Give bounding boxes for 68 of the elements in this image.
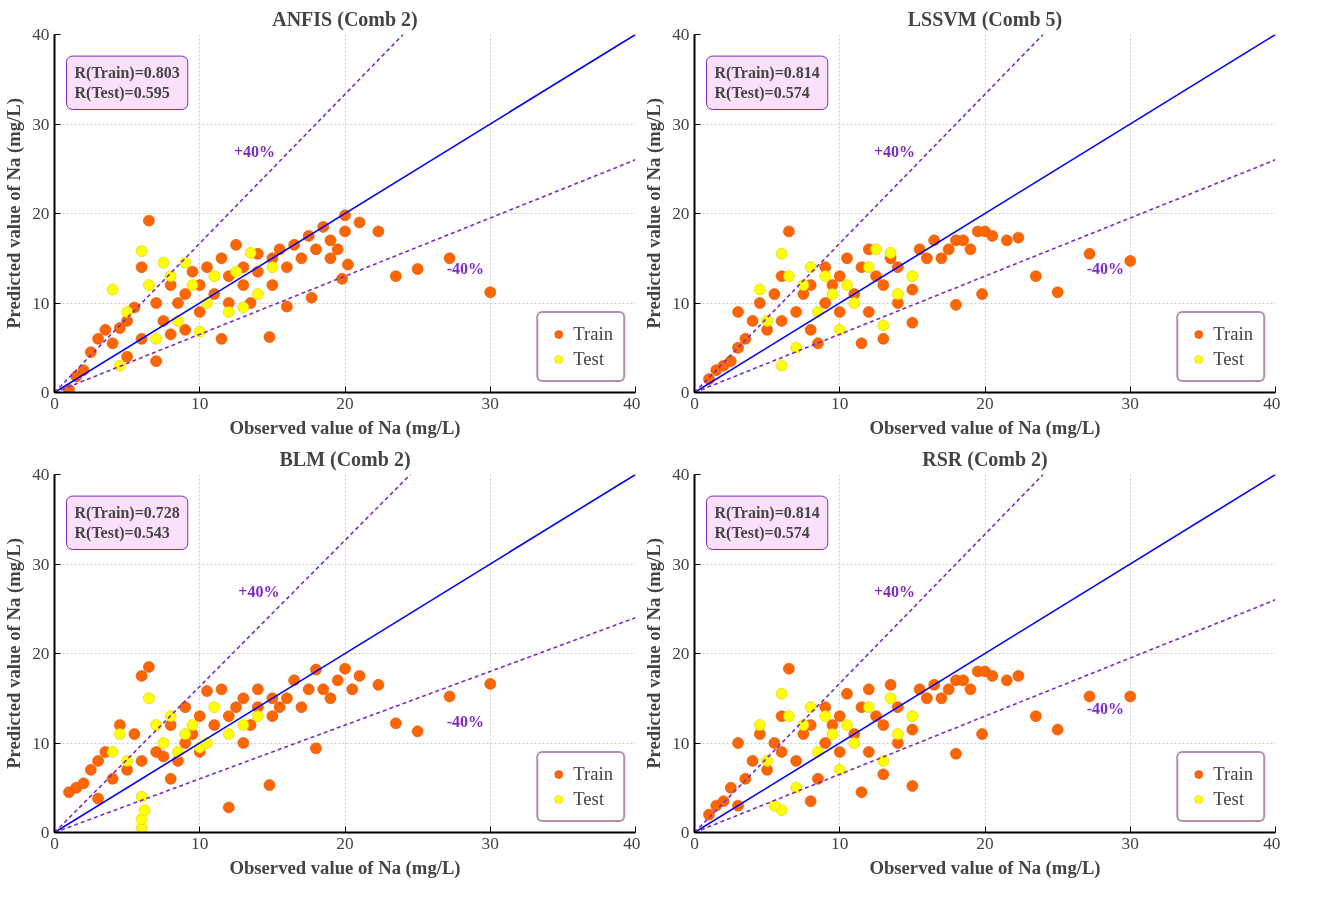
y-axis-title: Predicted value of Na (mg/L) <box>643 98 666 329</box>
annotation: -40% <box>1086 260 1124 278</box>
x-tick-label: 20 <box>976 833 994 853</box>
annotation: R(Test)=0.595 <box>74 84 170 103</box>
x-tick-label: 40 <box>1263 833 1281 853</box>
y-tick-label: 10 <box>32 733 50 753</box>
x-tick-label: 10 <box>191 833 209 853</box>
y-tick-label: 20 <box>32 644 50 663</box>
y-tick-label: 40 <box>32 25 50 44</box>
legend-label: Train <box>1213 763 1253 785</box>
annotation: -40% <box>446 712 484 730</box>
annotation: R(Train)=0.814 <box>714 64 820 83</box>
x-tick-label: 20 <box>336 833 354 853</box>
y-tick-label: 10 <box>32 293 50 313</box>
x-axis-title: Observed value of Na (mg/L) <box>229 856 461 879</box>
annotation: -40% <box>446 260 484 278</box>
x-axis-title: Observed value of Na (mg/L) <box>869 856 1101 879</box>
legend-label: Test <box>1213 348 1245 370</box>
x-tick-label: 10 <box>831 393 849 413</box>
annotation: +40% <box>873 582 916 600</box>
annotation: R(Train)=0.803 <box>74 64 180 83</box>
x-tick-label: 30 <box>1121 833 1139 853</box>
annotation: +40% <box>238 582 280 600</box>
annotation: +40% <box>873 142 916 160</box>
annotation: +40% <box>233 142 276 160</box>
annotation: R(Test)=0.574 <box>714 524 810 543</box>
y-axis-title: Predicted value of Na (mg/L) <box>643 538 666 769</box>
legend-label: Train <box>1213 323 1253 345</box>
annotation: R(Train)=0.814 <box>714 504 820 523</box>
legend-label: Train <box>573 763 613 785</box>
y-tick-label: 10 <box>672 293 690 313</box>
y-axis-title: Predicted value of Na (mg/L) <box>3 538 26 769</box>
x-tick-label: 40 <box>1263 393 1281 413</box>
x-tick-label: 10 <box>191 393 209 413</box>
y-tick-label: 20 <box>32 204 50 223</box>
y-tick-label: 30 <box>32 554 50 574</box>
y-tick-label: 10 <box>672 733 690 753</box>
x-tick-label: 30 <box>481 833 499 853</box>
y-tick-label: 30 <box>672 114 690 134</box>
annotation: -40% <box>1086 700 1124 718</box>
chart-title: RSR (Comb 2) <box>922 447 1048 471</box>
x-tick-label: 40 <box>623 393 641 413</box>
annotation: R(Test)=0.543 <box>74 524 170 543</box>
annotation: R(Test)=0.574 <box>714 84 810 103</box>
x-tick-label: 20 <box>976 393 994 413</box>
legend-label: Test <box>573 788 605 810</box>
y-tick-label: 20 <box>672 204 690 223</box>
legend-label: Test <box>1213 788 1245 810</box>
y-tick-label: 20 <box>672 644 690 663</box>
chart-title: LSSVM (Comb 5) <box>907 7 1063 31</box>
x-tick-label: 30 <box>1121 393 1139 413</box>
y-tick-label: 30 <box>32 114 50 134</box>
chart-title: ANFIS (Comb 2) <box>272 7 418 31</box>
y-axis-title: Predicted value of Na (mg/L) <box>3 98 26 329</box>
chart-title: BLM (Comb 2) <box>279 447 411 471</box>
legend-label: Test <box>573 348 605 370</box>
x-axis-title: Observed value of Na (mg/L) <box>229 416 461 439</box>
x-axis-title: Observed value of Na (mg/L) <box>869 416 1101 439</box>
x-tick-label: 40 <box>623 833 641 853</box>
y-tick-label: 40 <box>672 25 690 44</box>
legend-label: Train <box>573 323 613 345</box>
y-tick-label: 40 <box>672 465 690 484</box>
y-tick-label: 30 <box>672 554 690 574</box>
x-tick-label: 10 <box>831 833 849 853</box>
annotation: R(Train)=0.728 <box>74 504 180 523</box>
y-tick-label: 40 <box>32 465 50 484</box>
x-tick-label: 20 <box>336 393 354 413</box>
x-tick-label: 30 <box>481 393 499 413</box>
